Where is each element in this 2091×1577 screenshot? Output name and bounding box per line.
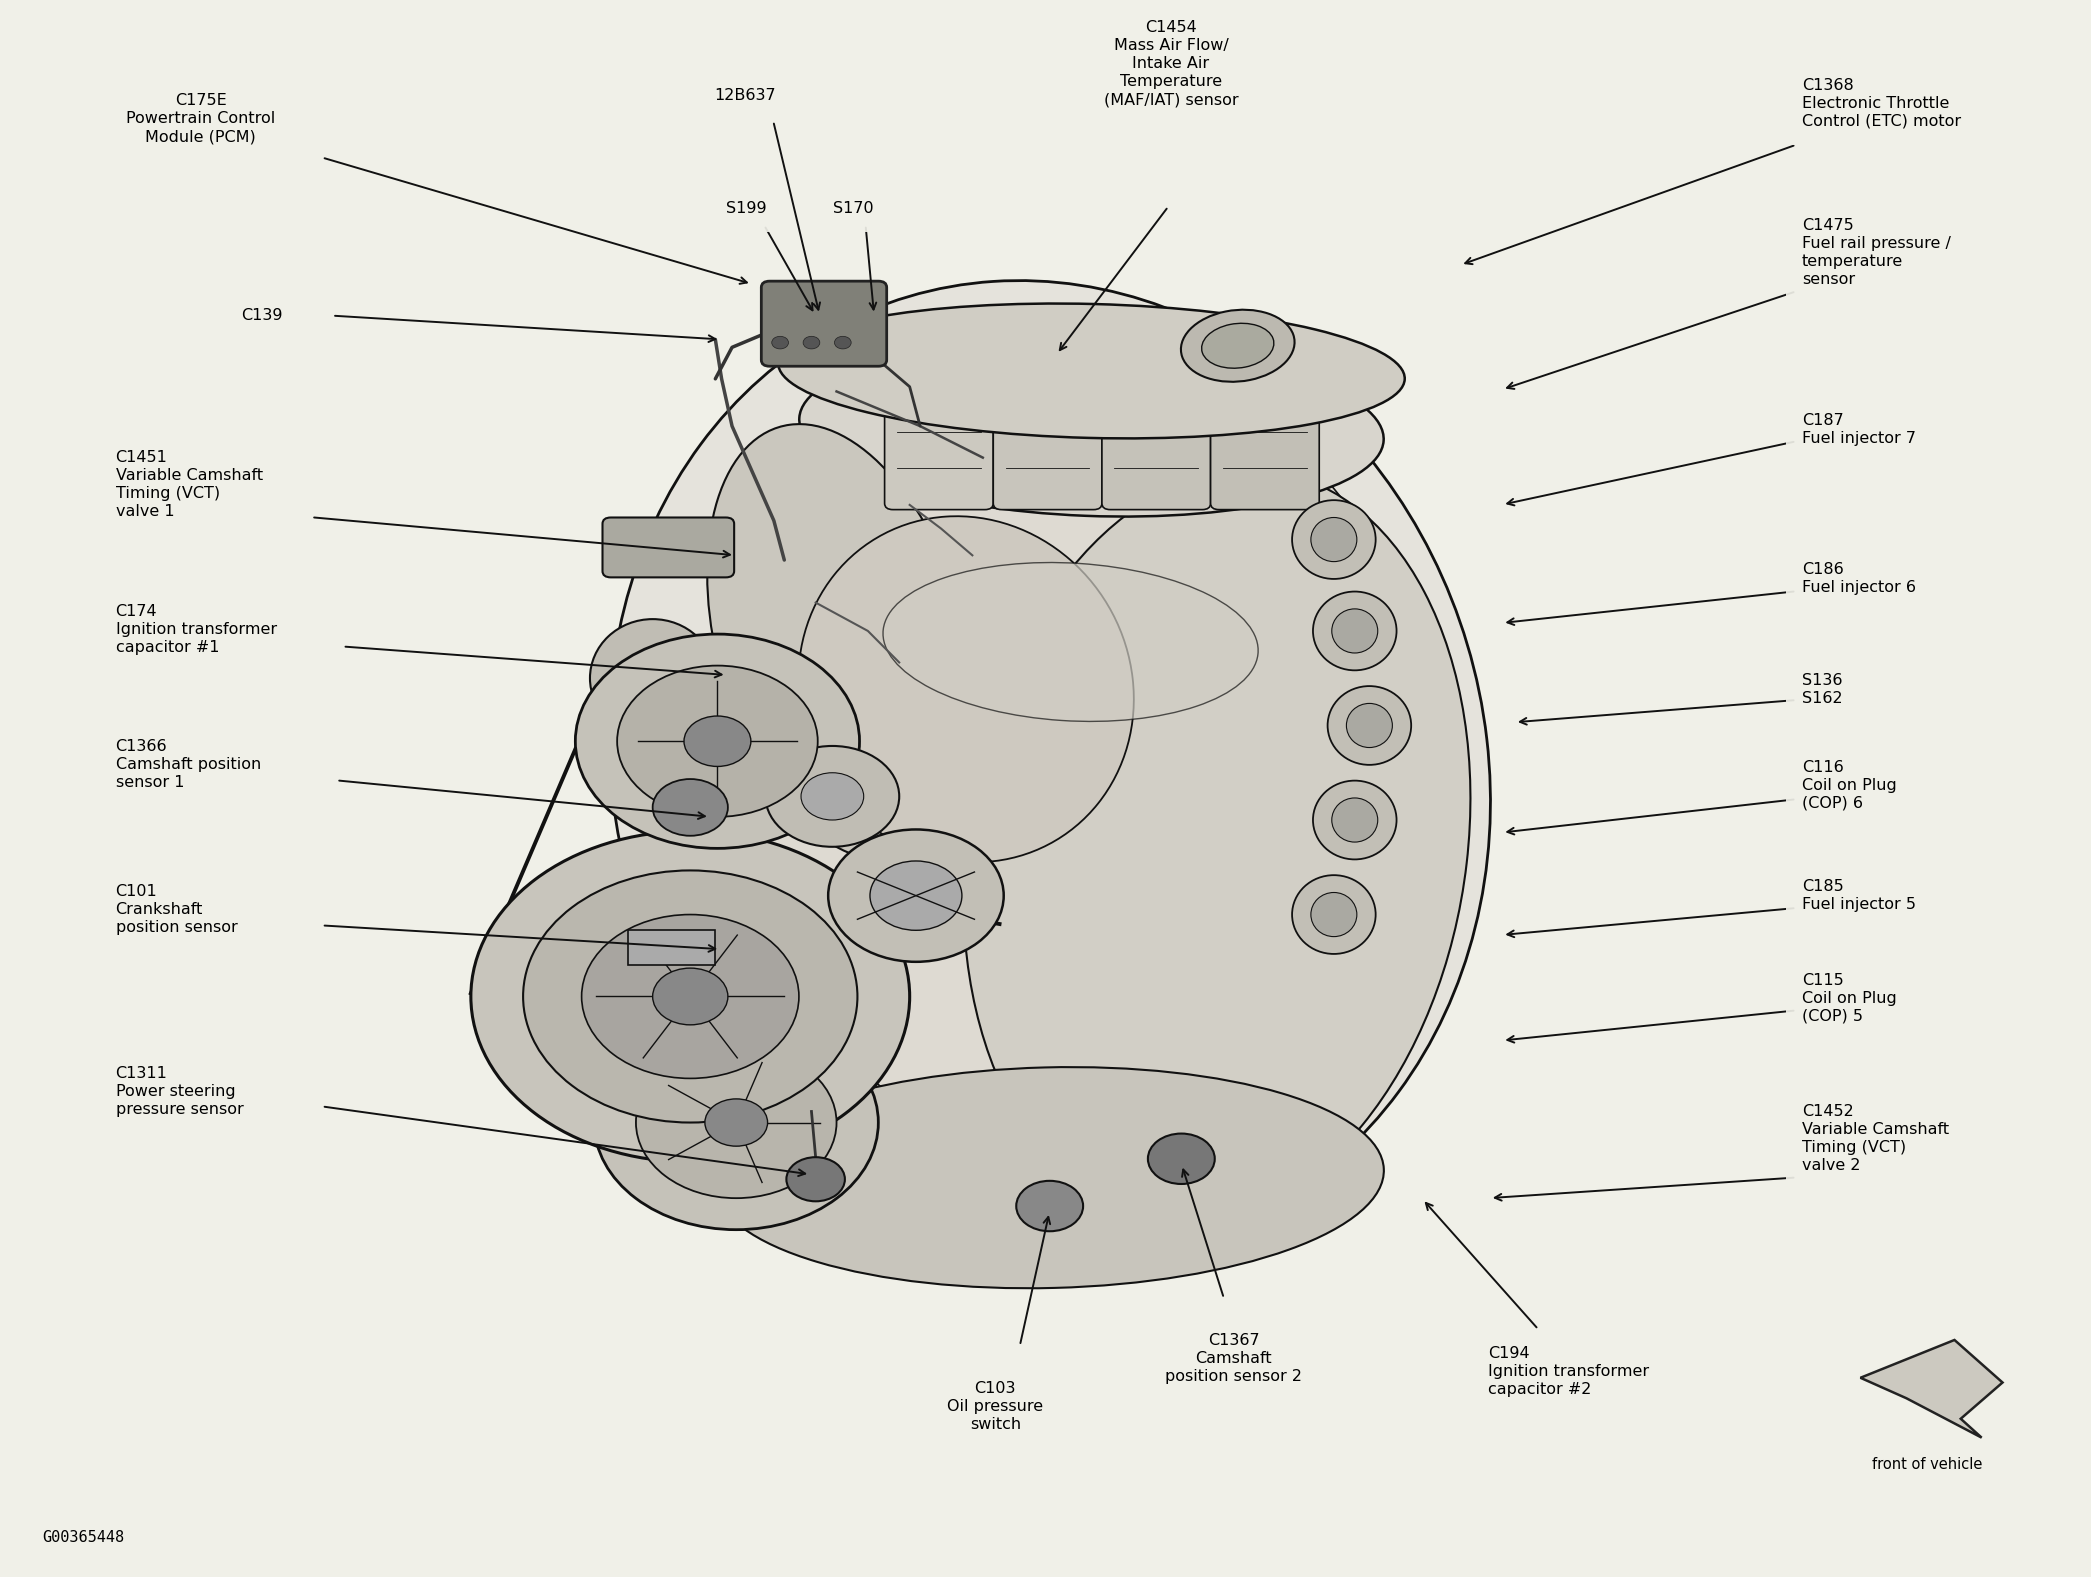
Text: C186
Fuel injector 6: C186 Fuel injector 6 [1802,563,1915,596]
Ellipse shape [799,342,1384,517]
Ellipse shape [799,516,1133,863]
Ellipse shape [882,563,1259,721]
Circle shape [594,1016,878,1230]
Text: C1451
Variable Camshaft
Timing (VCT)
valve 1: C1451 Variable Camshaft Timing (VCT) val… [115,449,263,519]
Text: C187
Fuel injector 7: C187 Fuel injector 7 [1802,413,1915,446]
Circle shape [772,336,788,349]
Text: C139: C139 [240,309,282,323]
Circle shape [1148,1134,1215,1184]
Text: C175E
Powertrain Control
Module (PCM): C175E Powertrain Control Module (PCM) [125,93,276,145]
Text: S170: S170 [832,202,874,216]
Ellipse shape [608,281,1491,1255]
Circle shape [1016,1181,1083,1232]
Circle shape [652,968,728,1025]
FancyBboxPatch shape [993,378,1102,509]
Polygon shape [1861,1340,2003,1438]
Text: C1368
Electronic Throttle
Control (ETC) motor: C1368 Electronic Throttle Control (ETC) … [1802,77,1961,129]
FancyBboxPatch shape [884,378,993,509]
Circle shape [801,773,864,820]
Ellipse shape [1347,703,1393,747]
Ellipse shape [1332,798,1378,842]
Circle shape [581,915,799,1079]
Text: C1452
Variable Camshaft
Timing (VCT)
valve 2: C1452 Variable Camshaft Timing (VCT) val… [1802,1104,1949,1173]
Ellipse shape [964,470,1470,1224]
Circle shape [834,336,851,349]
Circle shape [652,779,728,836]
Circle shape [617,665,818,817]
Text: C103
Oil pressure
switch: C103 Oil pressure switch [947,1380,1043,1432]
Text: C174
Ignition transformer
capacitor #1: C174 Ignition transformer capacitor #1 [115,604,276,654]
Circle shape [636,1047,836,1199]
Ellipse shape [1311,893,1357,937]
Circle shape [470,831,910,1162]
Text: C1366
Camshaft position
sensor 1: C1366 Camshaft position sensor 1 [115,740,261,790]
Circle shape [575,634,859,848]
FancyBboxPatch shape [602,517,734,577]
Ellipse shape [1313,781,1397,859]
Circle shape [828,830,1004,962]
Circle shape [684,716,751,766]
FancyBboxPatch shape [1102,378,1211,509]
Ellipse shape [1181,309,1294,382]
Ellipse shape [1311,517,1357,561]
Text: C116
Coil on Plug
(COP) 6: C116 Coil on Plug (COP) 6 [1802,760,1897,811]
Circle shape [870,861,962,930]
Ellipse shape [1328,686,1411,765]
Ellipse shape [1313,591,1397,670]
Text: front of vehicle: front of vehicle [1871,1457,1982,1471]
FancyBboxPatch shape [1211,378,1319,509]
Circle shape [803,336,820,349]
Text: S199: S199 [726,202,767,216]
Text: C185
Fuel injector 5: C185 Fuel injector 5 [1802,878,1915,912]
Text: C115
Coil on Plug
(COP) 5: C115 Coil on Plug (COP) 5 [1802,973,1897,1023]
Bar [627,930,715,965]
Circle shape [705,1099,767,1146]
Ellipse shape [1292,875,1376,954]
Text: C1367
Camshaft
position sensor 2: C1367 Camshaft position sensor 2 [1165,1334,1303,1385]
Text: C1311
Power steering
pressure sensor: C1311 Power steering pressure sensor [115,1066,243,1117]
FancyBboxPatch shape [761,281,887,366]
Text: G00365448: G00365448 [42,1530,125,1545]
Ellipse shape [1202,323,1273,367]
Ellipse shape [1292,500,1376,579]
Ellipse shape [703,344,1439,1161]
Text: C1475
Fuel rail pressure /
temperature
sensor: C1475 Fuel rail pressure / temperature s… [1802,218,1951,287]
Text: S136
S162: S136 S162 [1802,673,1842,706]
Circle shape [786,1158,845,1202]
Ellipse shape [1332,609,1378,653]
Text: C194
Ignition transformer
capacitor #2: C194 Ignition transformer capacitor #2 [1489,1347,1650,1397]
Text: C1454
Mass Air Flow/
Intake Air
Temperature
(MAF/IAT) sensor: C1454 Mass Air Flow/ Intake Air Temperat… [1104,21,1238,107]
Circle shape [765,746,899,847]
Ellipse shape [590,620,715,738]
Text: C101
Crankshaft
position sensor: C101 Crankshaft position sensor [115,885,238,935]
Ellipse shape [707,424,974,859]
Text: 12B637: 12B637 [713,88,776,103]
Ellipse shape [778,303,1405,438]
Ellipse shape [715,1068,1384,1288]
Circle shape [523,871,857,1123]
